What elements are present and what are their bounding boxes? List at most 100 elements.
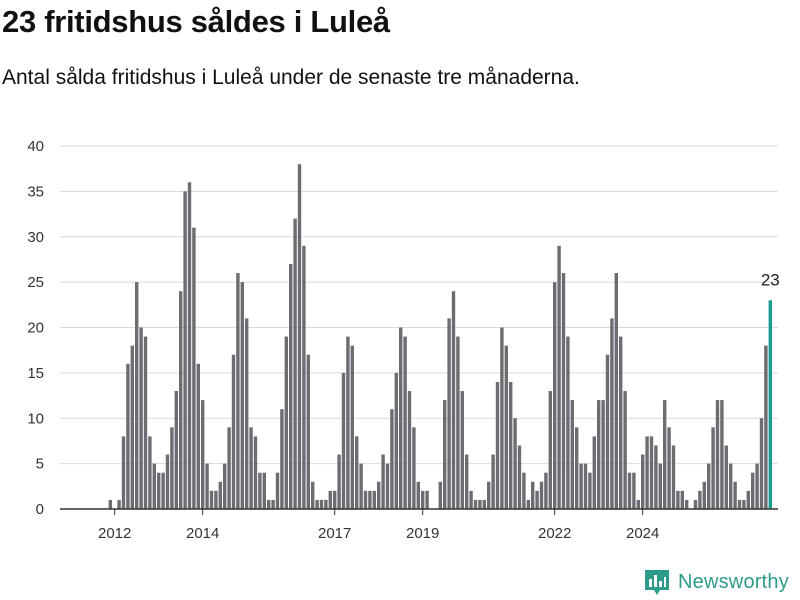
bar	[522, 472, 526, 509]
bar	[130, 345, 134, 509]
bar	[610, 318, 614, 509]
bar	[491, 454, 495, 509]
bar	[108, 499, 112, 509]
bar	[746, 490, 750, 509]
bar-series	[108, 164, 772, 510]
grid-lines	[60, 145, 778, 465]
x-tick-label: 2017	[318, 525, 351, 542]
bar	[372, 490, 376, 509]
bar	[297, 164, 302, 509]
y-tick-label: 25	[27, 274, 44, 291]
y-tick-label: 0	[36, 501, 44, 518]
bar	[187, 182, 192, 510]
bar	[179, 291, 183, 509]
page-title: 23 fritidshus såldes i Luleå	[2, 4, 390, 39]
bar	[218, 481, 222, 509]
bar-highlight	[768, 300, 772, 509]
bar	[359, 463, 363, 509]
bar	[443, 400, 447, 509]
bar	[645, 436, 649, 509]
bar	[583, 463, 588, 509]
bar	[465, 454, 469, 509]
bar	[676, 490, 680, 509]
x-axis-ticks: 2012 2014 2017 2019 2022 2024	[98, 509, 659, 542]
bar	[698, 490, 702, 509]
bar	[143, 336, 148, 509]
bar	[553, 282, 557, 509]
bar	[482, 499, 486, 509]
bar	[280, 409, 284, 509]
bar	[302, 245, 306, 509]
bar	[214, 490, 218, 509]
bar	[324, 499, 328, 509]
bar	[319, 499, 324, 509]
bar	[121, 436, 126, 509]
bar	[438, 481, 442, 509]
x-tick-label: 2022	[538, 525, 571, 542]
bar	[412, 427, 416, 509]
bar	[632, 472, 636, 509]
bar	[539, 481, 544, 509]
bar	[623, 391, 627, 509]
bar	[605, 354, 610, 509]
bar	[658, 463, 662, 509]
bar	[293, 218, 297, 509]
bar	[504, 345, 508, 509]
bar	[707, 463, 711, 509]
bar	[500, 327, 504, 509]
bar	[711, 427, 715, 509]
bar	[126, 363, 130, 509]
bar	[641, 454, 645, 509]
bar	[733, 481, 737, 509]
bar	[742, 499, 746, 509]
bar	[487, 481, 491, 509]
bar	[152, 463, 156, 509]
bar	[201, 400, 205, 509]
bar	[161, 472, 165, 509]
bar	[544, 472, 548, 509]
bar	[517, 445, 522, 509]
bar	[183, 191, 187, 509]
bar	[447, 318, 451, 509]
bar	[619, 336, 623, 509]
bar	[654, 445, 658, 509]
bar	[394, 372, 398, 509]
brand-name: Newsworthy	[678, 570, 789, 593]
bar	[473, 499, 478, 509]
bar	[456, 336, 460, 509]
bar	[667, 427, 671, 509]
bar	[702, 481, 706, 509]
bar	[165, 454, 170, 509]
bar	[579, 463, 583, 509]
bar	[724, 445, 728, 509]
bar	[399, 327, 403, 509]
bar	[421, 490, 425, 509]
y-tick-label: 10	[27, 410, 44, 427]
page-subtitle: Antal sålda fritidshus i Luleå under de …	[2, 66, 580, 89]
bar	[275, 472, 280, 509]
y-tick-label: 20	[27, 320, 44, 337]
bar	[311, 481, 315, 509]
bar	[636, 499, 640, 509]
bar	[368, 490, 372, 509]
bar	[671, 445, 676, 509]
bar	[377, 481, 381, 509]
bar	[333, 490, 337, 509]
bar	[614, 273, 618, 509]
bar	[425, 490, 429, 509]
bar	[381, 454, 385, 509]
bar	[196, 363, 200, 509]
x-tick-label: 2014	[186, 525, 219, 542]
bar	[495, 381, 500, 509]
bar	[249, 427, 253, 509]
bar	[460, 391, 464, 509]
bar	[157, 472, 161, 509]
bar	[416, 481, 420, 509]
bar	[469, 490, 473, 509]
bar	[139, 327, 143, 509]
bar	[451, 291, 456, 509]
y-tick-label: 5	[36, 456, 44, 473]
bar	[363, 490, 368, 509]
bar	[117, 499, 121, 509]
x-tick-label: 2024	[626, 525, 659, 542]
